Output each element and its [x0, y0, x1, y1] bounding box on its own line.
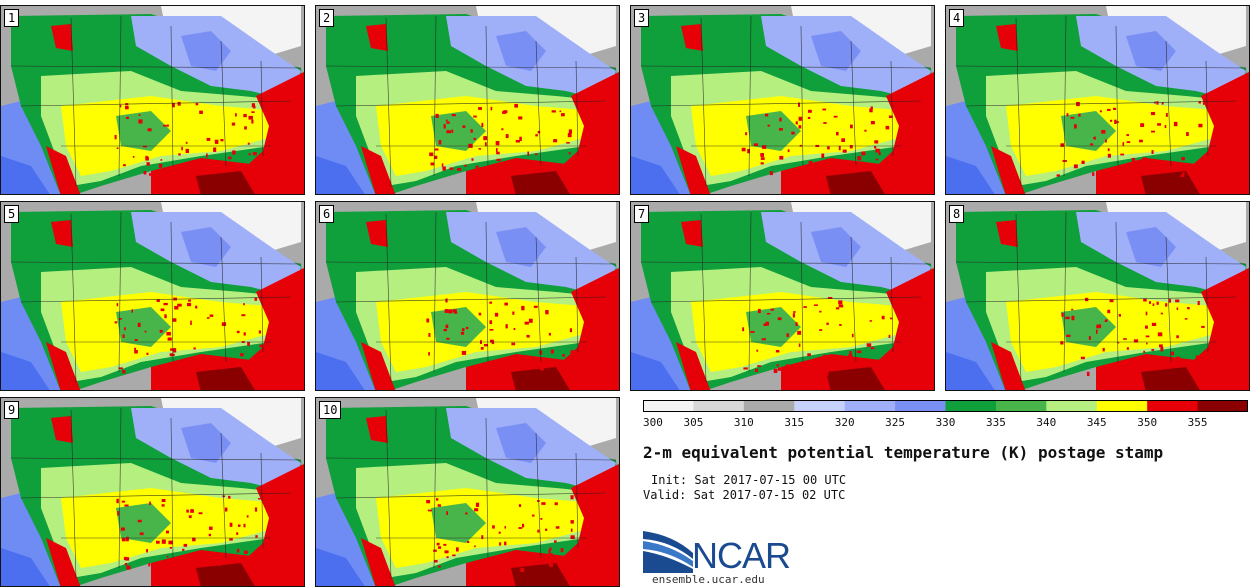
- colorbar-swatch: [945, 400, 997, 412]
- colorbar-swatch: [995, 400, 1047, 412]
- colorbar-tick-label: 300: [643, 416, 663, 429]
- colorbar-swatch: [1197, 400, 1248, 412]
- colorbar-tick-label: 320: [835, 416, 855, 429]
- colorbar-outline: [643, 400, 1248, 412]
- member-number-label: 9: [4, 401, 20, 419]
- theta-e-map: [631, 6, 934, 194]
- colorbar-swatch: [794, 400, 846, 412]
- member-number-label: 1: [4, 9, 20, 27]
- colorbar-tick-label: 315: [784, 416, 804, 429]
- member-number-label: 4: [949, 9, 965, 27]
- ensemble-member-panel: 7: [630, 201, 935, 391]
- theta-e-map: [1, 6, 304, 194]
- ensemble-member-panel: 5: [0, 201, 305, 391]
- member-number-label: 3: [634, 9, 650, 27]
- theta-e-map: [631, 202, 934, 390]
- colorbar-swatch: [844, 400, 896, 412]
- colorbar: 300 305 310 315 320 325 330 335 340 345 350 355: [643, 400, 1248, 429]
- ncar-logo-icon: [643, 531, 693, 573]
- colorbar-tick-label: 325: [885, 416, 905, 429]
- theta-e-map: [316, 6, 619, 194]
- colorbar-tick-label: 350: [1137, 416, 1157, 429]
- colorbar-swatch: [693, 400, 745, 412]
- theta-e-map: [946, 6, 1249, 194]
- colorbar-swatch: [1147, 400, 1199, 412]
- ncar-logo-text: NCAR: [692, 535, 791, 576]
- init-time: Init: Sat 2017-07-15 00 UTC: [651, 473, 847, 487]
- ensemble-member-panel: 2: [315, 5, 620, 195]
- logo-url: ensemble.ucar.edu: [652, 573, 765, 586]
- theta-e-map: [1, 398, 304, 586]
- theta-e-map: [316, 398, 619, 586]
- ensemble-member-panel: 9: [0, 397, 305, 587]
- theta-e-map: [1, 202, 304, 390]
- colorbar-swatch: [895, 400, 946, 412]
- colorbar-tick-label: 305: [683, 416, 703, 429]
- member-number-label: 2: [319, 9, 335, 27]
- colorbar-swatch: [743, 400, 795, 412]
- ensemble-member-panel: 1: [0, 5, 305, 195]
- colorbar-tick-label: 340: [1036, 416, 1056, 429]
- valid-time: Valid: Sat 2017-07-15 02 UTC: [643, 488, 846, 502]
- member-number-label: 5: [4, 205, 20, 223]
- colorbar-tick-label: 335: [986, 416, 1006, 429]
- theta-e-map: [316, 202, 619, 390]
- ensemble-member-panel: 3: [630, 5, 935, 195]
- colorbar-swatch: [643, 400, 694, 412]
- colorbar-swatch: [1096, 400, 1148, 412]
- member-number-label: 10: [319, 401, 342, 419]
- ensemble-member-panel: 6: [315, 201, 620, 391]
- colorbar-tick-label: 355: [1188, 416, 1208, 429]
- member-number-label: 7: [634, 205, 650, 223]
- colorbar-swatch: [1046, 400, 1098, 412]
- ensemble-member-panel: 8: [945, 201, 1250, 391]
- theta-e-map: [946, 202, 1249, 390]
- colorbar-tick-label: 345: [1087, 416, 1107, 429]
- member-number-label: 8: [949, 205, 965, 223]
- figure-title: 2-m equivalent potential temperature (K)…: [643, 443, 1164, 462]
- member-number-label: 6: [319, 205, 335, 223]
- ensemble-member-panel: 10: [315, 397, 620, 587]
- colorbar-tick-label: 310: [734, 416, 754, 429]
- colorbar-tick-label: 330: [936, 416, 956, 429]
- ensemble-member-panel: 4: [945, 5, 1250, 195]
